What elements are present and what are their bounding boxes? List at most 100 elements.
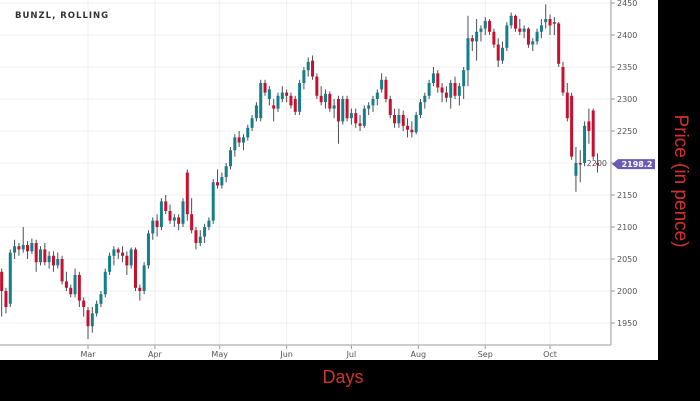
candle — [285, 89, 289, 103]
candle-body — [47, 255, 51, 263]
candle — [453, 76, 457, 99]
candle — [177, 214, 181, 231]
candle-body — [457, 86, 461, 96]
grid — [0, 0, 611, 345]
candle-body — [280, 92, 284, 99]
candle-body — [449, 83, 453, 98]
candle — [194, 227, 198, 250]
candle-body — [375, 92, 379, 99]
candle-body — [561, 67, 565, 93]
candle-body — [250, 118, 254, 128]
candle — [164, 195, 168, 215]
candle-body — [345, 99, 349, 119]
candle-body — [596, 163, 600, 165]
candle-body — [427, 83, 431, 96]
candle-body — [241, 137, 245, 143]
candle — [375, 89, 379, 106]
candle — [47, 251, 51, 269]
candle-body — [203, 227, 207, 237]
candle-body — [56, 259, 60, 266]
last-price-label: 2198.2 — [622, 160, 653, 169]
candle-body — [380, 79, 384, 90]
candle — [410, 121, 414, 138]
candle — [526, 27, 530, 48]
candle — [116, 247, 120, 259]
candle-body — [526, 28, 530, 45]
candle-body — [112, 249, 116, 256]
candle-body — [272, 105, 276, 109]
candle — [34, 239, 38, 272]
candle — [596, 153, 600, 173]
candle — [358, 115, 362, 131]
candle — [133, 247, 137, 291]
candle — [557, 22, 561, 67]
candle — [125, 251, 129, 275]
candle-body — [315, 76, 319, 96]
candle — [4, 287, 8, 314]
candle-body — [440, 87, 444, 93]
candle-body — [462, 70, 466, 87]
candle-body — [207, 220, 211, 227]
candle — [90, 307, 94, 333]
candle-body — [43, 249, 47, 263]
candle-body — [289, 95, 293, 106]
candle-body — [125, 255, 129, 266]
candle-body — [367, 105, 371, 109]
candle — [431, 67, 435, 87]
candle — [561, 61, 565, 96]
candle — [531, 38, 535, 51]
x-tick-label: Apr — [148, 350, 163, 359]
candle — [591, 108, 595, 160]
candles — [0, 4, 600, 339]
candle — [328, 91, 332, 112]
candle — [159, 198, 163, 231]
candle-body — [354, 113, 358, 124]
candle — [241, 134, 245, 151]
candle-body — [26, 244, 30, 252]
candle — [315, 73, 319, 99]
candle — [198, 230, 202, 247]
candle-body — [263, 83, 267, 93]
candle — [475, 19, 479, 61]
candle — [311, 55, 315, 80]
candle-body — [142, 265, 146, 291]
candle — [522, 25, 526, 39]
candle — [362, 105, 366, 128]
candle — [501, 41, 505, 64]
candle-body — [228, 150, 232, 167]
candle — [341, 95, 345, 125]
candle — [436, 70, 440, 93]
candle-body — [185, 172, 189, 215]
candle — [457, 83, 461, 106]
candle-body — [4, 291, 8, 307]
candle — [388, 95, 392, 119]
candle-body — [488, 20, 492, 32]
candle-body — [535, 31, 539, 42]
candle — [51, 251, 55, 272]
candle — [488, 19, 492, 35]
candle — [570, 92, 574, 160]
candle — [95, 300, 99, 317]
candle — [518, 19, 522, 35]
candle-body — [319, 95, 323, 103]
candle — [190, 198, 194, 234]
candle-body — [0, 271, 4, 291]
candle — [380, 73, 384, 93]
candle — [17, 243, 21, 256]
candle — [509, 12, 513, 29]
candle — [440, 83, 444, 103]
candle — [211, 179, 215, 224]
candle-body — [155, 220, 159, 227]
candle-body — [479, 28, 483, 32]
candle — [138, 284, 142, 301]
candle-body — [587, 121, 591, 131]
candle-body — [453, 83, 457, 96]
candle-body — [90, 313, 94, 327]
candle — [8, 249, 12, 307]
candle — [246, 124, 250, 141]
candle-body — [224, 166, 228, 178]
candle-body — [518, 28, 522, 32]
candle-body — [418, 102, 422, 115]
candle-body — [496, 44, 500, 61]
x-tick-label: Oct — [543, 350, 557, 359]
